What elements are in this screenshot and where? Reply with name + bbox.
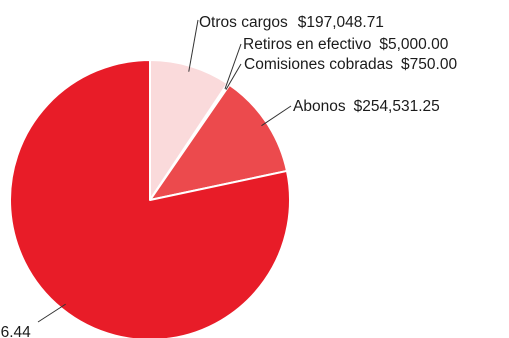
leader-line-retiros-en-efectivo bbox=[224, 43, 242, 90]
leader-line-abonos bbox=[261, 105, 292, 127]
pie-slice-otros-cargos bbox=[149, 59, 229, 201]
pie-slices bbox=[9, 59, 292, 338]
slice-label-abonos: Abonos $254,531.25 bbox=[293, 98, 440, 115]
pie-slice-main bbox=[9, 59, 292, 338]
leader-line-main bbox=[37, 303, 66, 323]
slice-label-comisiones-cobradas: Comisiones cobradas $750.00 bbox=[244, 56, 457, 73]
slice-label-otros-cargos: Otros cargos $197,048.71 bbox=[199, 14, 384, 31]
leader-lines bbox=[37, 19, 292, 323]
leader-line-otros-cargos bbox=[188, 19, 199, 72]
slice-label-retiros-en-efectivo: Retiros en efectivo $5,000.00 bbox=[243, 36, 449, 53]
slice-label-main-amount: 16.44 bbox=[0, 324, 31, 338]
leader-line-comisiones-cobradas bbox=[225, 63, 242, 90]
